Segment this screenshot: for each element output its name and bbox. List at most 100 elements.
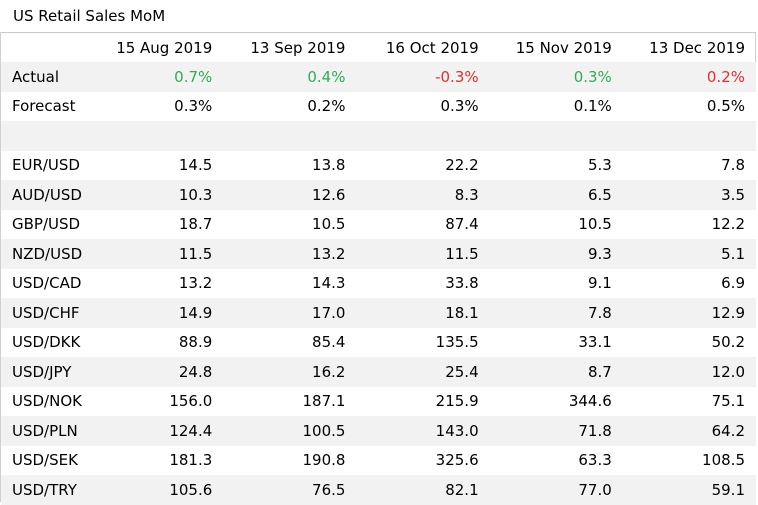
data-cell — [223, 121, 356, 151]
column-header: 16 Oct 2019 — [385, 38, 479, 57]
data-cell: 12.0 — [711, 362, 745, 381]
data-cell: 13.8 — [312, 156, 346, 175]
data-cell: 16.2 — [312, 362, 346, 381]
row-label: USD/JPY — [12, 362, 72, 381]
header-corner-cell — [1, 33, 90, 63]
table-row: USD/SEK 181.3 190.8 325.6 63.3 108.5 — [1, 445, 756, 475]
data-cell: 8.7 — [587, 362, 612, 381]
row-label: USD/DKK — [12, 333, 81, 352]
spacer-row — [1, 121, 756, 151]
data-cell: 22.2 — [445, 156, 479, 175]
data-cell: 100.5 — [302, 421, 346, 440]
data-cell: 5.3 — [587, 156, 612, 175]
data-cell: 88.9 — [178, 333, 213, 352]
data-cell: 0.4% — [307, 67, 346, 86]
column-header: 13 Dec 2019 — [649, 38, 745, 57]
data-cell: 124.4 — [169, 421, 213, 440]
row-label: NZD/USD — [12, 244, 83, 263]
row-label: EUR/USD — [12, 156, 80, 175]
data-cell — [356, 121, 489, 151]
row-label — [1, 121, 90, 151]
data-cell: 10.5 — [312, 215, 346, 234]
data-cell: 108.5 — [702, 451, 745, 470]
table-row: EUR/USD 14.5 13.8 22.2 5.3 7.8 — [1, 150, 756, 180]
data-cell: 0.1% — [573, 97, 612, 116]
table-row: USD/CHF 14.9 17.0 18.1 7.8 12.9 — [1, 298, 756, 328]
data-cell: 25.4 — [445, 362, 479, 381]
data-cell: 24.8 — [178, 362, 213, 381]
table-row: USD/NOK 156.0 187.1 215.9 344.6 75.1 — [1, 386, 756, 416]
data-cell: 156.0 — [169, 392, 213, 411]
data-cell — [623, 121, 756, 151]
data-cell: 85.4 — [312, 333, 346, 352]
data-cell: 0.7% — [174, 67, 213, 86]
data-cell: 12.9 — [711, 303, 745, 322]
data-cell: 14.3 — [312, 274, 346, 293]
data-cell: 11.5 — [445, 244, 479, 263]
table-row: USD/CAD 13.2 14.3 33.8 9.1 6.9 — [1, 268, 756, 298]
row-label: USD/CAD — [12, 274, 82, 293]
column-header: 15 Nov 2019 — [515, 38, 612, 57]
data-cell: 33.1 — [578, 333, 612, 352]
data-cell: 3.5 — [721, 185, 745, 204]
row-label: AUD/USD — [12, 185, 82, 204]
data-cell: 71.8 — [578, 421, 612, 440]
row-label: USD/TRY — [12, 480, 77, 499]
data-cell: 8.3 — [454, 185, 479, 204]
data-cell: 190.8 — [302, 451, 346, 470]
data-cell: 13.2 — [178, 274, 213, 293]
data-cell: 0.2% — [706, 67, 745, 86]
data-cell: 17.0 — [312, 303, 346, 322]
data-cell: 14.5 — [178, 156, 213, 175]
column-header: 15 Aug 2019 — [116, 38, 213, 57]
data-cell: 13.2 — [312, 244, 346, 263]
data-cell: 0.3% — [440, 97, 479, 116]
data-cell: 344.6 — [568, 392, 612, 411]
data-cell — [90, 121, 223, 151]
table-row: GBP/USD 18.7 10.5 87.4 10.5 12.2 — [1, 209, 756, 239]
data-cell: 12.6 — [312, 185, 346, 204]
table-row: Forecast 0.3% 0.2% 0.3% 0.1% 0.5% — [1, 91, 756, 121]
data-cell: 33.8 — [445, 274, 479, 293]
data-cell: 10.3 — [178, 185, 213, 204]
data-cell: 9.3 — [587, 244, 612, 263]
data-cell: 215.9 — [435, 392, 479, 411]
column-header: 13 Sep 2019 — [250, 38, 346, 57]
data-cell: 6.9 — [721, 274, 745, 293]
data-cell: 9.1 — [587, 274, 612, 293]
data-cell: 325.6 — [435, 451, 479, 470]
data-cell: 82.1 — [445, 480, 479, 499]
data-cell: 0.5% — [706, 97, 745, 116]
data-cell: 10.5 — [578, 215, 612, 234]
data-cell: 63.3 — [578, 451, 612, 470]
data-cell: 7.8 — [721, 156, 745, 175]
table-row: USD/JPY 24.8 16.2 25.4 8.7 12.0 — [1, 357, 756, 387]
data-cell: 0.3% — [174, 97, 213, 116]
data-cell: 143.0 — [435, 421, 479, 440]
data-cell: 6.5 — [587, 185, 612, 204]
data-cell: 87.4 — [445, 215, 479, 234]
data-cell: 5.1 — [721, 244, 745, 263]
row-label: USD/SEK — [12, 451, 78, 470]
header-row: 15 Aug 2019 13 Sep 2019 16 Oct 2019 15 Nov … — [1, 32, 756, 63]
table-row: Actual 0.7% 0.4% -0.3% 0.3% 0.2% — [1, 62, 756, 92]
data-cell: 0.2% — [307, 97, 346, 116]
row-label: USD/NOK — [12, 392, 82, 411]
data-cell: 0.3% — [573, 67, 612, 86]
table-row: NZD/USD 11.5 13.2 11.5 9.3 5.1 — [1, 239, 756, 269]
data-cell: 105.6 — [169, 480, 213, 499]
data-cell: 76.5 — [312, 480, 346, 499]
table-row: AUD/USD 10.3 12.6 8.3 6.5 3.5 — [1, 180, 756, 210]
data-cell: 75.1 — [711, 392, 745, 411]
data-cell: 18.7 — [178, 215, 213, 234]
row-label: Actual — [12, 67, 59, 86]
data-cell: 50.2 — [711, 333, 745, 352]
table-body: Actual 0.7% 0.4% -0.3% 0.3% 0.2% Forecast 0.3% 0… — [1, 62, 756, 505]
data-cell: 7.8 — [587, 303, 612, 322]
data-cell: 187.1 — [302, 392, 346, 411]
row-label: GBP/USD — [12, 215, 81, 234]
data-table: 15 Aug 2019 13 Sep 2019 16 Oct 2019 15 Nov … — [1, 32, 756, 505]
data-cell: 18.1 — [445, 303, 479, 322]
table-row: USD/DKK 88.9 85.4 135.5 33.1 50.2 — [1, 327, 756, 357]
